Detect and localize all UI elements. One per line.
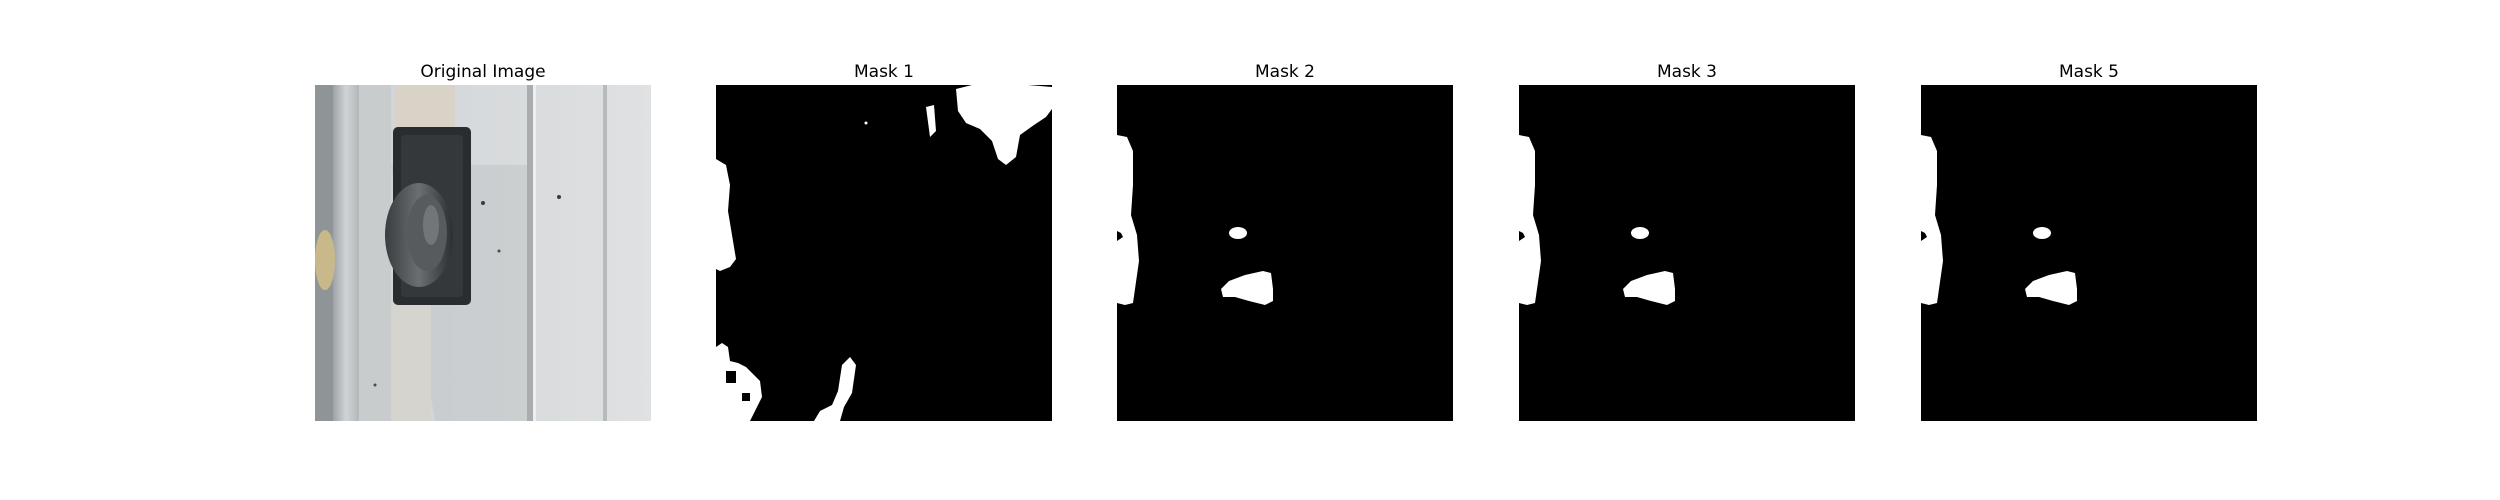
panel-original-image: Original Image xyxy=(315,60,651,421)
panel-title: Mask 5 xyxy=(2058,62,2119,82)
original-image xyxy=(315,85,651,421)
mask-1-image xyxy=(716,85,1052,421)
mask-2-image xyxy=(1117,85,1453,421)
panel-title: Mask 3 xyxy=(1656,62,1717,82)
mask-5-image xyxy=(1921,85,2257,421)
panel-mask-2: Mask 2 xyxy=(1117,60,1453,421)
panel-title: Original Image xyxy=(420,62,546,82)
mask-3-image xyxy=(1519,85,1855,421)
panel-title: Mask 1 xyxy=(853,62,914,82)
panel-title: Mask 2 xyxy=(1254,62,1315,82)
panel-mask-1: Mask 1 xyxy=(716,60,1052,421)
panel-mask-5: Mask 5 xyxy=(1921,60,2257,421)
panel-mask-3: Mask 3 xyxy=(1519,60,1855,421)
